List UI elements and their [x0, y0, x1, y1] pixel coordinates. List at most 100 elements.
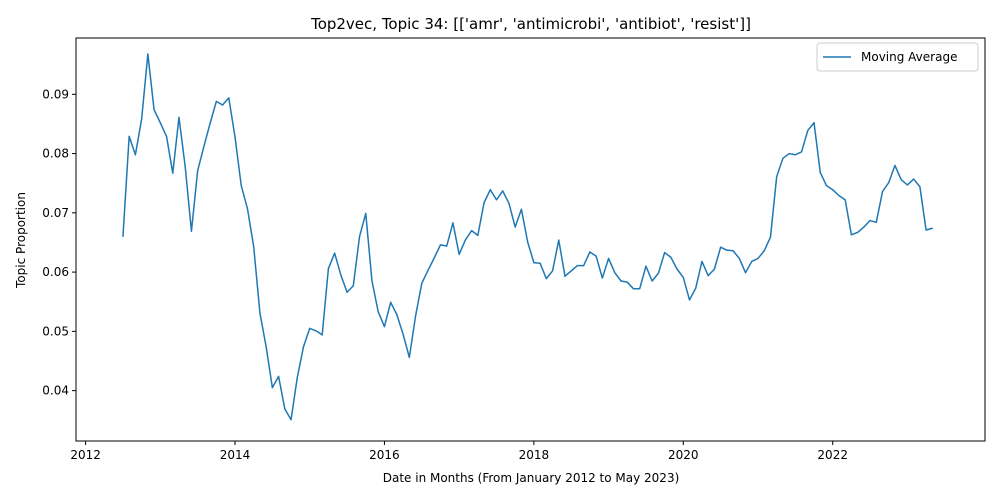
- data-point: [595, 255, 597, 257]
- data-point: [676, 268, 678, 270]
- data-point: [533, 262, 535, 264]
- data-point: [464, 239, 466, 241]
- data-point: [769, 236, 772, 238]
- data-point: [408, 356, 410, 359]
- data-point: [458, 253, 460, 255]
- data-point: [141, 118, 143, 120]
- x-tick-label: 2016: [369, 448, 400, 462]
- data-point: [720, 246, 722, 248]
- data-point: [427, 269, 429, 271]
- data-point: [614, 272, 616, 274]
- data-point: [726, 249, 728, 251]
- data-point: [471, 230, 473, 232]
- data-point: [919, 186, 921, 188]
- data-point: [172, 172, 174, 174]
- data-point: [221, 104, 224, 106]
- data-point: [234, 136, 236, 138]
- data-point: [607, 257, 610, 260]
- data-point: [626, 281, 628, 283]
- data-point: [502, 190, 504, 192]
- data-point: [153, 109, 155, 111]
- data-point: [358, 235, 361, 238]
- data-point: [383, 326, 386, 328]
- data-point: [377, 311, 379, 313]
- data-point: [134, 154, 136, 156]
- data-point: [881, 190, 884, 193]
- data-point: [701, 260, 703, 263]
- y-tick-label: 0.06: [42, 265, 69, 279]
- data-point: [265, 346, 267, 348]
- data-point: [564, 275, 566, 277]
- data-point: [446, 245, 448, 247]
- data-point: [782, 157, 784, 159]
- data-point: [433, 257, 435, 259]
- data-point: [913, 178, 915, 180]
- data-point: [620, 280, 622, 282]
- data-point: [209, 122, 211, 124]
- data-point: [751, 260, 753, 263]
- data-point: [277, 375, 280, 377]
- data-point: [906, 184, 909, 186]
- data-point: [807, 129, 809, 132]
- data-point: [688, 299, 691, 301]
- data-point: [508, 202, 510, 204]
- data-point: [452, 222, 454, 224]
- data-point: [215, 100, 217, 103]
- data-point: [165, 135, 168, 137]
- data-point: [371, 280, 373, 282]
- data-point: [539, 262, 541, 264]
- x-tick-label: 2018: [519, 448, 550, 462]
- data-point: [639, 288, 641, 290]
- data-point: [495, 199, 498, 201]
- data-point: [545, 278, 547, 280]
- data-point: [439, 244, 442, 246]
- data-point: [527, 241, 529, 243]
- data-point: [844, 199, 846, 201]
- data-point: [589, 251, 591, 253]
- data-point: [813, 122, 815, 124]
- data-point: [402, 333, 404, 335]
- data-point: [657, 272, 659, 274]
- data-point: [302, 346, 305, 348]
- y-axis: 0.04 0.05 0.06 0.07 0.08 0.09: [42, 87, 76, 398]
- data-point: [159, 122, 161, 124]
- data-point: [869, 219, 871, 222]
- data-point: [800, 151, 803, 153]
- data-point: [757, 257, 759, 260]
- data-point: [857, 231, 859, 233]
- data-point: [296, 376, 298, 379]
- data-point: [271, 387, 273, 389]
- data-point: [794, 154, 796, 156]
- data-point: [695, 287, 697, 289]
- x-tick-label: 2014: [220, 448, 251, 462]
- y-tick-label: 0.04: [42, 384, 69, 398]
- data-point: [514, 226, 516, 228]
- data-point: [197, 170, 199, 172]
- plot-area: [75, 37, 986, 442]
- data-point: [414, 315, 417, 317]
- data-point: [558, 239, 560, 241]
- data-point: [390, 301, 392, 303]
- data-point: [776, 176, 778, 178]
- data-point: [122, 235, 124, 238]
- y-tick-label: 0.08: [42, 147, 69, 161]
- data-point: [825, 184, 828, 187]
- data-point: [651, 280, 653, 282]
- data-point: [259, 312, 261, 314]
- data-point: [925, 229, 927, 231]
- data-point: [147, 53, 149, 55]
- legend-box: [816, 42, 979, 72]
- data-point: [819, 171, 821, 174]
- legend-label-moving-average: Moving Average: [861, 50, 957, 64]
- data-point: [551, 270, 554, 272]
- x-tick-label: 2012: [70, 448, 101, 462]
- y-axis-title: Topic Proportion: [14, 192, 28, 289]
- data-point: [421, 282, 423, 284]
- data-point: [682, 276, 684, 279]
- data-point: [520, 208, 523, 210]
- data-point: [713, 268, 716, 270]
- data-point: [346, 291, 348, 293]
- data-point: [178, 116, 180, 119]
- data-point: [838, 195, 840, 197]
